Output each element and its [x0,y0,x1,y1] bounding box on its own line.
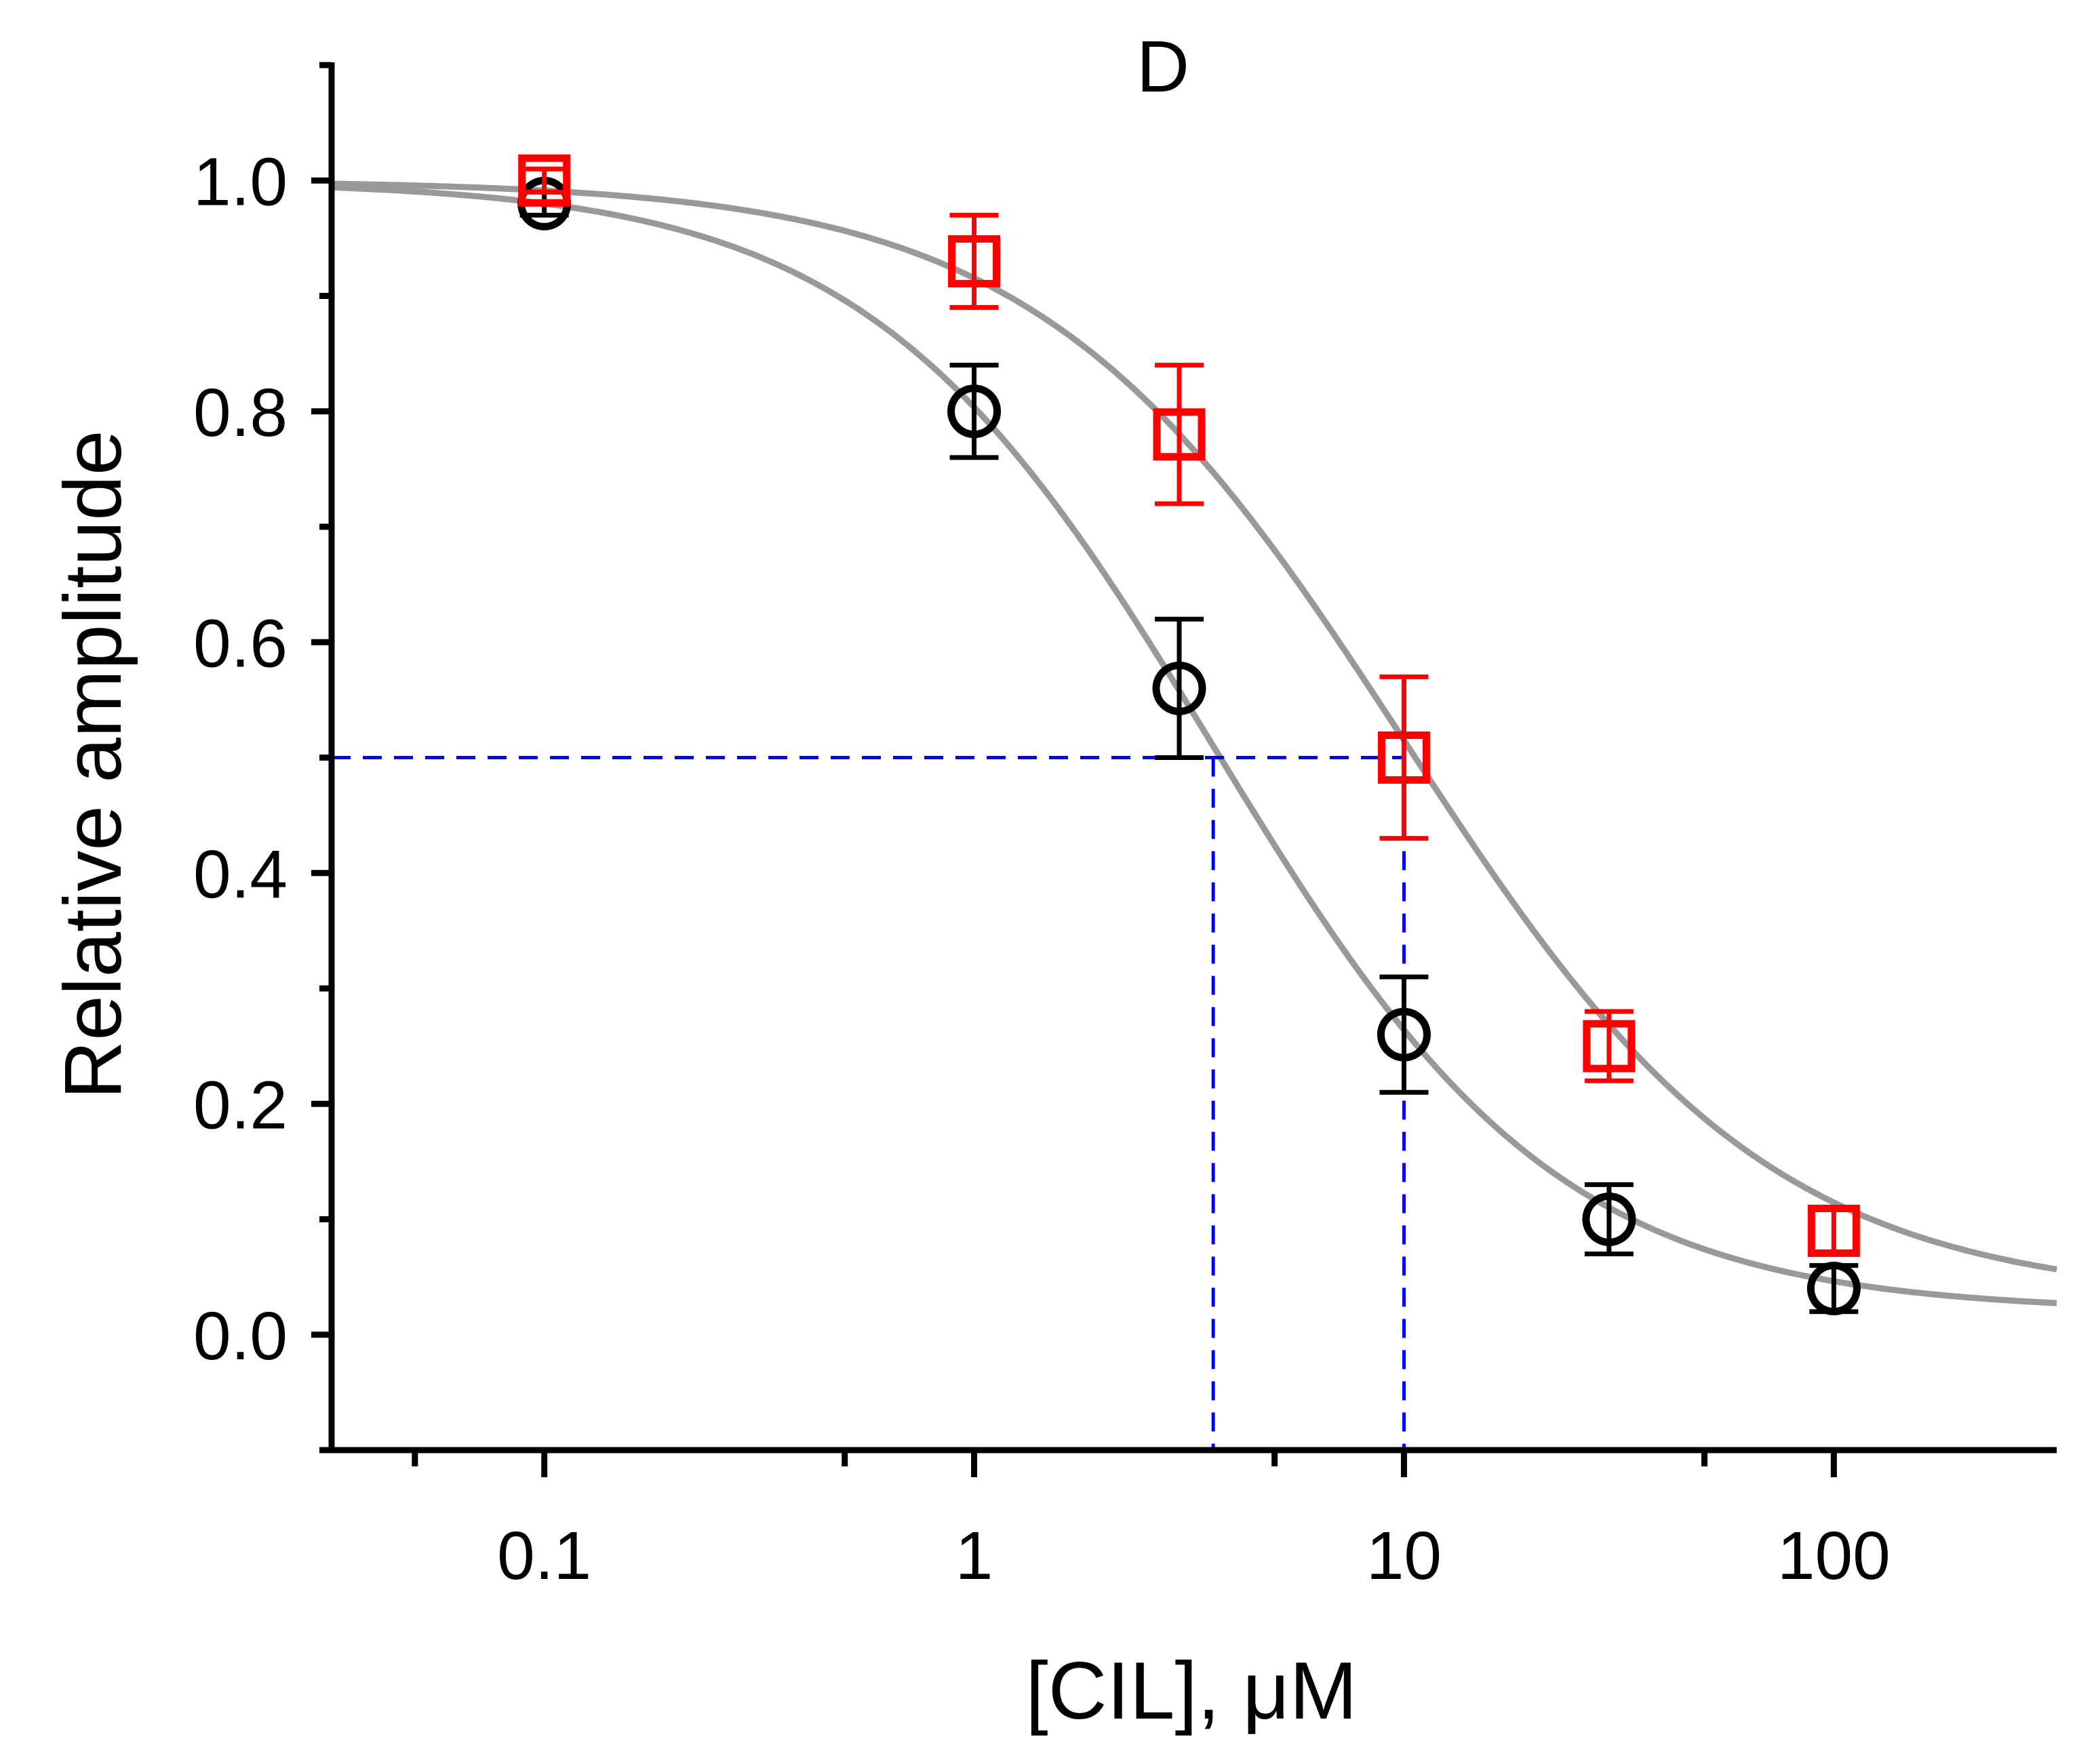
data-points [517,154,1861,1316]
data-point-circle [1582,1192,1636,1246]
data-point-square [518,154,571,207]
x-tick-label: 100 [1777,1518,1891,1594]
y-tick-label: 0.4 [193,837,288,913]
axes: 0.1 1 10 100 0.0 0.2 0.4 0.6 0.8 1.0 [193,62,2057,1594]
fit-curve-circles [331,184,2057,1306]
data-point-circle [1152,661,1206,715]
y-tick-label: 0.6 [193,605,288,681]
panel-label: D [1137,25,1189,107]
data-point-square [1377,731,1430,784]
fit-curve-squares [331,180,2057,1272]
x-axis-title: [CIL], μM [1025,1645,1357,1736]
fit-curves [331,180,2057,1306]
reference-lines [332,756,1406,1450]
data-point-square [1153,408,1206,461]
x-tick-label: 1 [955,1518,993,1594]
data-point-square [948,235,1001,287]
data-point-square [1807,1205,1860,1258]
data-point-circle [1377,1007,1431,1062]
y-tick-label: 0.0 [193,1298,288,1374]
y-tick-label: 1.0 [193,144,288,220]
y-axis-title: Relative amplitude [47,430,138,1099]
data-point-circle [1806,1262,1861,1316]
y-tick-label: 0.2 [193,1067,288,1143]
x-tick-label: 0.1 [497,1518,591,1594]
data-point-square [1583,1020,1636,1073]
data-point-circle [947,384,1002,439]
x-tick-label: 10 [1366,1518,1442,1594]
y-tick-label: 0.8 [193,375,288,451]
